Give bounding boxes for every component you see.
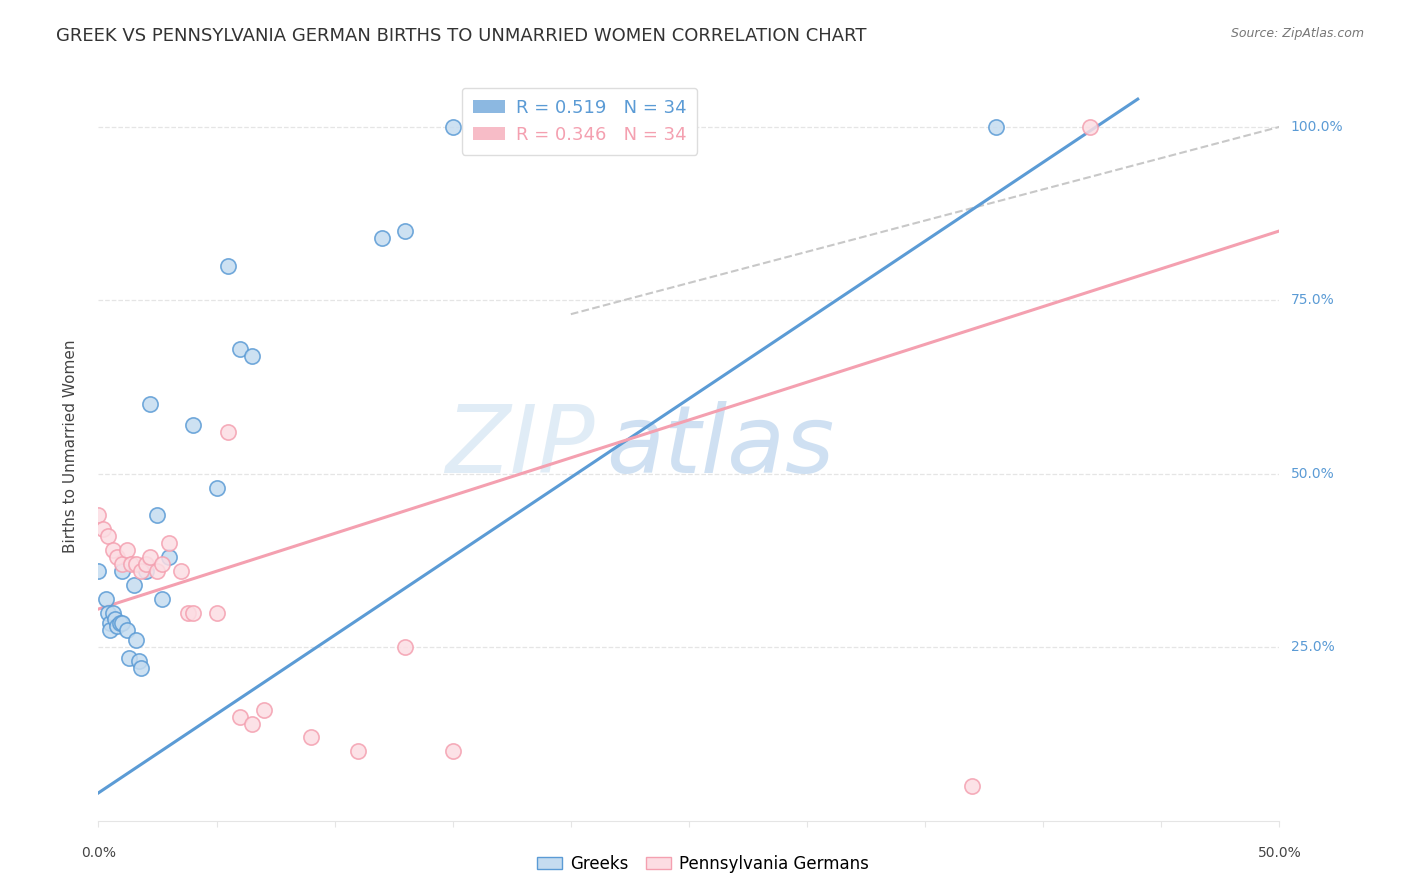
Point xyxy=(394,224,416,238)
Point xyxy=(654,120,676,134)
Point xyxy=(139,549,162,564)
Point xyxy=(371,231,394,245)
Point xyxy=(125,557,148,571)
Point xyxy=(111,564,134,578)
Point xyxy=(157,536,180,550)
Point xyxy=(98,623,121,637)
Legend: Greeks, Pennsylvania Germans: Greeks, Pennsylvania Germans xyxy=(530,848,876,880)
Text: 100.0%: 100.0% xyxy=(1291,120,1343,134)
Point xyxy=(97,606,120,620)
Point xyxy=(91,522,114,536)
Y-axis label: Births to Unmarried Women: Births to Unmarried Women xyxy=(63,339,77,553)
Text: 50.0%: 50.0% xyxy=(1291,467,1334,481)
Point xyxy=(984,120,1007,134)
Point xyxy=(115,623,138,637)
Point xyxy=(128,654,150,668)
Point xyxy=(347,744,370,758)
Text: 25.0%: 25.0% xyxy=(1291,640,1334,654)
Text: atlas: atlas xyxy=(606,401,835,491)
Point xyxy=(150,557,173,571)
Point xyxy=(139,397,162,411)
Text: Source: ZipAtlas.com: Source: ZipAtlas.com xyxy=(1230,27,1364,40)
Point xyxy=(87,508,110,523)
Point xyxy=(108,615,131,630)
Point xyxy=(536,120,558,134)
Point xyxy=(101,606,124,620)
Point xyxy=(253,703,276,717)
Point xyxy=(441,120,464,134)
Point xyxy=(583,120,606,134)
Point xyxy=(121,557,143,571)
Point xyxy=(115,543,138,558)
Point xyxy=(299,731,322,745)
Point xyxy=(135,564,157,578)
Point xyxy=(240,349,263,363)
Point xyxy=(217,259,239,273)
Point xyxy=(87,564,110,578)
Point xyxy=(512,120,534,134)
Point xyxy=(135,557,157,571)
Point xyxy=(536,120,558,134)
Point xyxy=(150,591,173,606)
Text: 75.0%: 75.0% xyxy=(1291,293,1334,308)
Point xyxy=(229,709,252,723)
Point xyxy=(97,529,120,543)
Point xyxy=(170,564,193,578)
Point xyxy=(229,342,252,356)
Point xyxy=(1080,120,1102,134)
Text: ZIP: ZIP xyxy=(444,401,595,491)
Point xyxy=(489,120,512,134)
Point xyxy=(157,549,180,564)
Point xyxy=(118,650,141,665)
Point xyxy=(111,615,134,630)
Point xyxy=(217,425,239,439)
Text: 0.0%: 0.0% xyxy=(82,846,115,860)
Point xyxy=(129,661,152,675)
Point xyxy=(125,633,148,648)
Point xyxy=(177,606,200,620)
Point xyxy=(111,557,134,571)
Point xyxy=(607,120,630,134)
Point xyxy=(962,779,984,793)
Point xyxy=(129,564,152,578)
Point xyxy=(105,619,128,633)
Point xyxy=(146,508,169,523)
Point xyxy=(181,606,204,620)
Point xyxy=(101,543,124,558)
Point xyxy=(146,564,169,578)
Text: 50.0%: 50.0% xyxy=(1257,846,1302,860)
Point xyxy=(205,606,228,620)
Point xyxy=(489,120,512,134)
Text: GREEK VS PENNSYLVANIA GERMAN BIRTHS TO UNMARRIED WOMEN CORRELATION CHART: GREEK VS PENNSYLVANIA GERMAN BIRTHS TO U… xyxy=(56,27,866,45)
Point xyxy=(122,578,145,592)
Point xyxy=(94,591,117,606)
Point xyxy=(205,481,228,495)
Point xyxy=(181,418,204,433)
Legend: R = 0.519   N = 34, R = 0.346   N = 34: R = 0.519 N = 34, R = 0.346 N = 34 xyxy=(461,88,697,154)
Point xyxy=(104,612,127,626)
Point xyxy=(394,640,416,655)
Point xyxy=(441,744,464,758)
Point xyxy=(98,615,121,630)
Point xyxy=(105,549,128,564)
Point xyxy=(240,716,263,731)
